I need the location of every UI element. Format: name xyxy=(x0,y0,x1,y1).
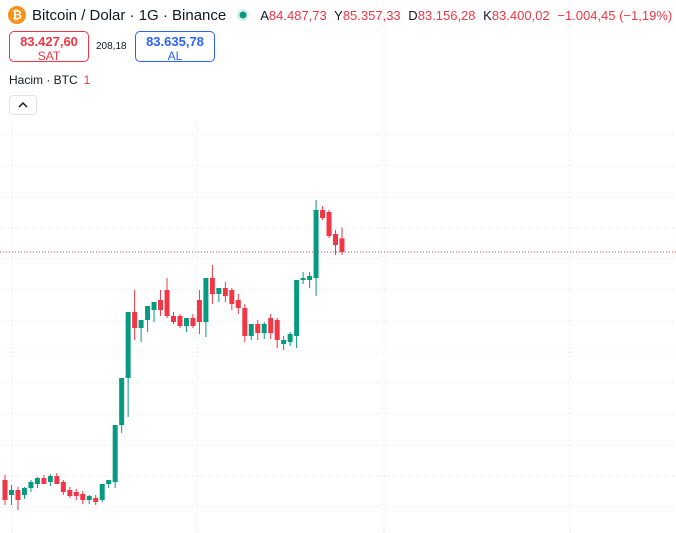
buy-price: 83.635,78 xyxy=(146,34,204,49)
ohlc-value: 84.487,73 xyxy=(268,7,327,23)
btc-icon: ₿ xyxy=(8,6,26,24)
candle-body xyxy=(145,306,151,320)
candle-body xyxy=(255,324,261,333)
candle-body xyxy=(281,340,287,344)
candle-body xyxy=(67,490,73,496)
ohlc-key: K xyxy=(483,7,492,23)
candle-body xyxy=(8,490,14,495)
candle-body xyxy=(106,480,112,484)
candle-body xyxy=(164,290,170,316)
volume-value: 1 xyxy=(83,73,91,87)
candle-body xyxy=(177,316,183,326)
buy-label: AL xyxy=(167,49,183,63)
header: ₿ Bitcoin / Dolar · 1G · Binance A84.487… xyxy=(8,6,676,24)
candle-body xyxy=(294,280,300,336)
spread: 208,18 xyxy=(96,41,127,52)
candle-body xyxy=(125,312,131,378)
svg-text:₿: ₿ xyxy=(12,8,22,22)
candle-body xyxy=(196,300,202,322)
candle-body xyxy=(132,312,138,328)
candle-body xyxy=(333,234,339,245)
ohlc: A84.487,73 Y85.357,33 D83.156,28 K83.400… xyxy=(260,8,676,23)
volume-label: Hacim · BTC xyxy=(9,73,78,87)
candle-body xyxy=(183,318,189,326)
candle-body xyxy=(171,316,176,322)
candle-body xyxy=(21,488,27,495)
candle-body xyxy=(229,290,235,304)
ohlc-value: 83.156,28 xyxy=(417,7,476,23)
candle-body xyxy=(190,318,196,326)
candle-body xyxy=(203,278,209,322)
candle-body xyxy=(274,320,280,340)
candle-body xyxy=(34,478,40,484)
candle-body xyxy=(339,238,345,252)
chevron xyxy=(18,101,28,108)
market-status xyxy=(237,9,250,21)
change: −1.004,45 (−1,19%) xyxy=(557,7,673,23)
ohlc-key: D xyxy=(408,7,418,23)
candle-body xyxy=(47,476,53,483)
candle-body xyxy=(242,308,248,336)
candle-body xyxy=(235,300,241,308)
candle-body xyxy=(222,288,228,296)
sell-label: SAT xyxy=(37,49,61,63)
candle-body xyxy=(86,496,92,500)
candle-body xyxy=(54,476,60,484)
sell-button[interactable]: 83.427,60 SAT xyxy=(9,31,89,63)
candle-body xyxy=(320,210,326,218)
candle-body xyxy=(2,480,8,500)
volume-legend: Hacim · BTC 1 xyxy=(9,73,90,87)
candle-body xyxy=(73,492,79,496)
candle-body xyxy=(307,276,313,280)
candle-body xyxy=(248,324,254,336)
ohlc-value: 85.357,33 xyxy=(342,7,401,23)
candle-body xyxy=(268,318,274,333)
candle-body xyxy=(28,482,34,488)
candle-body xyxy=(15,490,21,500)
sell-price: 83.427,60 xyxy=(20,34,78,49)
candle-body xyxy=(151,302,157,310)
buy-button[interactable]: 83.635,78 AL xyxy=(135,31,215,63)
candle-body xyxy=(313,210,319,278)
ohlc-key: A xyxy=(260,7,269,23)
candle-body xyxy=(119,378,125,425)
candle-body xyxy=(99,484,105,500)
candle-body xyxy=(112,425,118,483)
collapse-button[interactable] xyxy=(9,95,37,115)
candle-body xyxy=(209,278,215,294)
candle-body xyxy=(326,212,332,236)
ohlc-value: 83.400,02 xyxy=(491,7,550,23)
candle-body xyxy=(93,498,99,502)
candle-body xyxy=(158,300,164,310)
candle-body xyxy=(41,478,47,484)
candle-body xyxy=(80,494,86,500)
candle-body xyxy=(138,320,144,328)
ohlc-key: Y xyxy=(334,7,343,23)
candle-body xyxy=(300,278,306,280)
candle-body xyxy=(60,482,66,492)
symbol-title[interactable]: Bitcoin / Dolar · 1G · Binance xyxy=(32,6,227,24)
candle-body xyxy=(216,288,222,294)
candle-body xyxy=(287,334,293,342)
candle-body xyxy=(261,324,267,333)
